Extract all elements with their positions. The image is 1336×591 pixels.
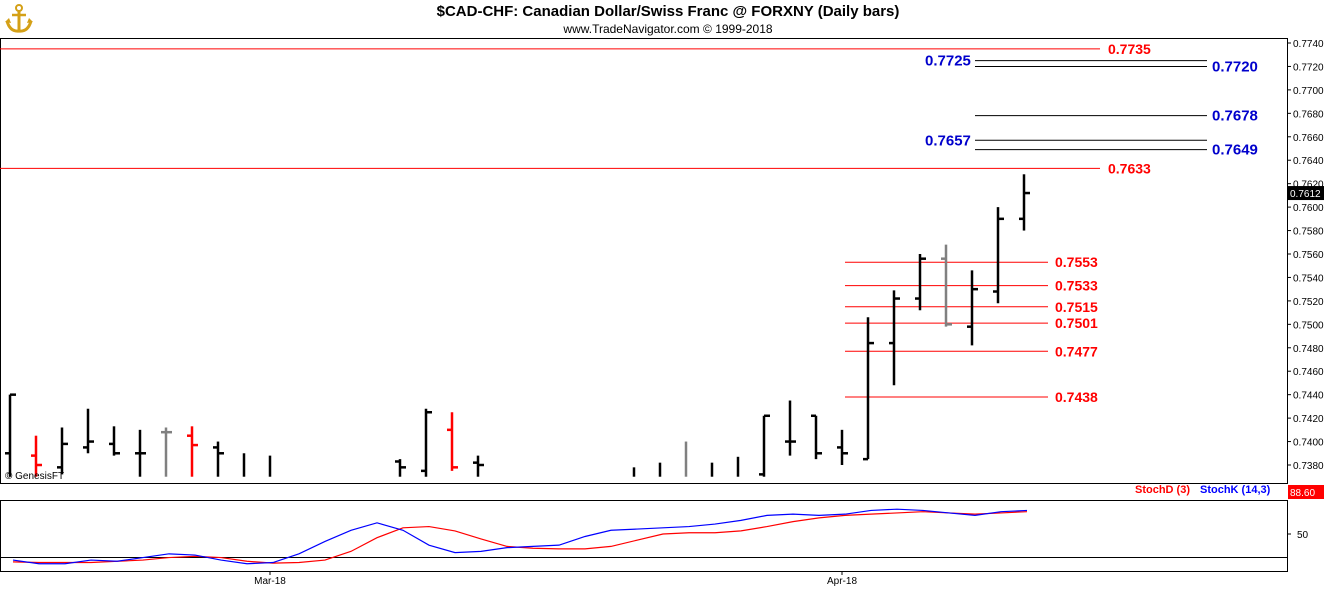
price-axis-label: 0.7460: [1293, 367, 1324, 378]
resistance-label: 0.7735: [1108, 41, 1151, 57]
last-price-label: 0.7612: [1290, 189, 1321, 200]
price-axis-label: 0.7580: [1293, 227, 1324, 238]
price-axis-label: 0.7380: [1293, 461, 1324, 472]
price-axis-label: 0.7660: [1293, 133, 1324, 144]
support-label: 0.7515: [1055, 299, 1098, 315]
support-label: 0.7477: [1055, 343, 1098, 359]
price-axis-label: 0.7440: [1293, 391, 1324, 402]
price-axis-label: 0.7640: [1293, 156, 1324, 167]
resistance-label: 0.7633: [1108, 160, 1151, 176]
stochastic-panel-frame: [0, 500, 1288, 572]
stoch-axis-label: 50: [1297, 530, 1309, 541]
stoch-k-legend: StochK (14,3): [1200, 484, 1271, 496]
stoch-d-legend: StochD (3): [1135, 484, 1190, 496]
target-label: 0.7720: [1212, 58, 1258, 75]
date-axis-label: Apr-18: [827, 576, 857, 587]
price-axis-label: 0.7500: [1293, 320, 1324, 331]
target-label: 0.7657: [925, 132, 971, 149]
stoch-series-line: [12, 511, 1028, 564]
price-axis-label: 0.7740: [1293, 39, 1324, 50]
price-axis-label: 0.7620: [1293, 180, 1324, 191]
stoch-last-label: 88.60: [1290, 488, 1315, 499]
price-axis-label: 0.7480: [1293, 344, 1324, 355]
price-axis-label: 0.7700: [1293, 86, 1324, 97]
price-axis-label: 0.7540: [1293, 273, 1324, 284]
watermark: © GenesisFT: [5, 471, 64, 482]
chart-subtitle: www.TradeNavigator.com © 1999-2018: [563, 22, 773, 36]
price-axis-label: 0.7560: [1293, 250, 1324, 261]
target-label: 0.7725: [925, 53, 971, 70]
last-price-tag: [1288, 186, 1324, 201]
target-label: 0.7649: [1212, 142, 1258, 159]
price-panel-frame: [0, 38, 1288, 484]
target-label: 0.7678: [1212, 108, 1258, 125]
price-axis-label: 0.7420: [1293, 414, 1324, 425]
support-label: 0.7533: [1055, 278, 1098, 294]
chart-title: $CAD-CHF: Canadian Dollar/Swiss Franc @ …: [436, 3, 900, 20]
price-axis-label: 0.7720: [1293, 62, 1324, 73]
date-axis-label: Mar-18: [254, 576, 286, 587]
stoch-series-line: [12, 508, 1028, 565]
anchor-logo-icon: [5, 4, 33, 33]
support-label: 0.7501: [1055, 315, 1098, 331]
chart-header: $CAD-CHF: Canadian Dollar/Swiss Franc @ …: [0, 0, 1336, 38]
support-label: 0.7553: [1055, 254, 1098, 270]
stoch-last-tag: [1288, 485, 1324, 499]
support-label: 0.7438: [1055, 389, 1098, 405]
price-axis-label: 0.7680: [1293, 109, 1324, 120]
price-axis-label: 0.7400: [1293, 438, 1324, 449]
price-axis-label: 0.7600: [1293, 203, 1324, 214]
price-axis-label: 0.7520: [1293, 297, 1324, 308]
